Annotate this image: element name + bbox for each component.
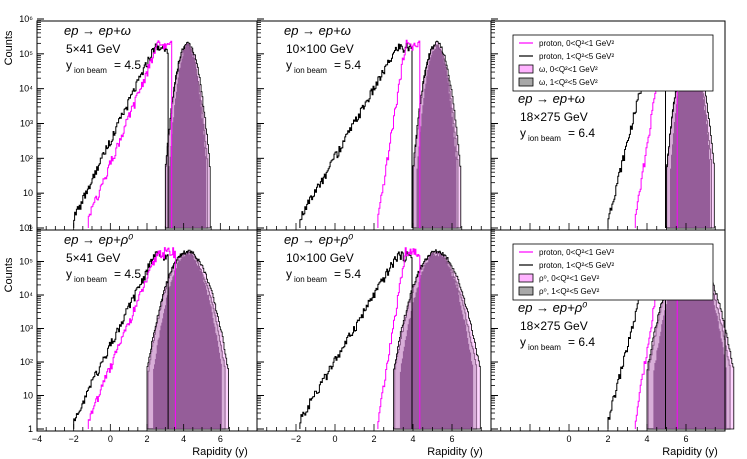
beam-rapidity-value: = 6.4 [568,126,595,140]
x-axis-label-3: Rapidity (y) [662,446,718,458]
x-tick-label: 2 [144,434,149,444]
y-tick-label: 10² [20,357,33,367]
x-tick-label: 4 [181,434,186,444]
proton-low-q2-hist [377,247,421,429]
legend-entry: proton, 0<Q²<1 GeV² [539,248,614,257]
beam-rapidity-value: = 5.4 [334,58,361,72]
x-tick-label: 2 [371,434,376,444]
x-tick-label: 2 [605,434,610,444]
beam-rapidity-label: y [66,58,72,72]
energy-label: 10×100 GeV [286,251,354,265]
legend-entry: ω, 1<Q²<5 GeV² [539,78,598,87]
legend-box [512,34,714,92]
beam-rapidity-label: y [286,267,292,281]
y-tick-label: 10³ [20,119,33,129]
y-tick-label: 10⁵ [19,257,33,267]
beam-rapidity-sub: ion beam [528,343,561,352]
legend-swatch [518,273,534,283]
y-axis-label-top: Counts [3,30,15,65]
beam-rapidity-label: y [520,126,526,140]
process-label: ep → ep+ρ⁰ [284,232,354,247]
proton-high-q2-hist [73,43,169,228]
proton-high-q2-hist [299,251,413,429]
beam-rapidity-label: y [66,267,72,281]
process-label: ep → ep+ω [284,23,351,38]
x-tick-label: 6 [449,434,454,444]
beam-rapidity-sub: ion beam [74,275,107,284]
legend-swatch [518,64,534,74]
legend-entry: ρ⁰, 1<Q²<5 GeV² [539,287,600,296]
meson-overlap-fill [416,46,457,228]
beam-rapidity-label: y [520,335,526,349]
legend-entry: ρ⁰, 0<Q²<1 GeV² [539,274,600,283]
x-tick-label: −2 [291,434,301,444]
y-tick-label: 1 [28,223,33,233]
x-tick-label: 4 [410,434,415,444]
x-tick-label: −2 [69,434,79,444]
x-tick-label: 6 [683,434,688,444]
energy-label: 5×41 GeV [66,42,120,56]
process-label: ep → ep+ω [64,23,131,38]
y-tick-label: 10 [23,391,33,401]
y-tick-label: 10⁵ [19,49,33,59]
x-tick-label: 4 [644,434,649,444]
x-tick-label: 6 [218,434,223,444]
x-tick-label: 0 [108,434,113,444]
energy-label: 18×275 GeV [520,110,588,124]
proton-low-q2-hist [87,247,176,429]
energy-label: 18×275 GeV [520,319,588,333]
panel-1-1: −2 0 2 4 6 ep → ep+ρ⁰ 10×100 GeV y ion beam = 5.4 [256,227,492,444]
beam-rapidity-sub: ion beam [528,134,561,143]
meson-overlap-fill [153,252,222,429]
proton-low-q2-hist [87,40,173,228]
legend-entry: proton, 1<Q²<5 GeV² [539,261,614,270]
proton-high-q2-hist [73,251,169,429]
legend-swatch [518,77,534,87]
y-tick-label: 10⁴ [19,84,33,94]
beam-rapidity-sub: ion beam [294,66,327,75]
legend-entry: ω, 0<Q²<1 GeV² [539,65,598,74]
legend-box [512,243,714,301]
x-tick-label: 0 [332,434,337,444]
panel-1-0: 1 10 10² 10³ 10⁴ 10⁵ 10⁶ −4 −2 0 2 4 6 ep → ep+ρ⁰ 5×41… [19,223,258,444]
beam-rapidity-sub: ion beam [294,275,327,284]
beam-rapidity-value: = 5.4 [334,267,361,281]
y-axis-label-bottom: Counts [3,257,15,292]
y-tick-label: 1 [28,424,33,434]
y-tick-label: 10² [20,153,33,163]
legend-swatch [518,286,534,296]
beam-rapidity-value: = 6.4 [568,335,595,349]
x-tick-label: 0 [566,434,571,444]
process-label: ep → ep+ρ⁰ [64,232,134,247]
beam-rapidity-value: = 4.5 [114,58,141,72]
beam-rapidity-value: = 4.5 [114,267,141,281]
energy-label: 5×41 GeV [66,251,120,265]
proton-low-q2-hist [377,39,421,228]
y-tick-label: 10⁶ [19,223,33,233]
panel-0-0: 1 10 10² 10³ 10⁴ 10⁵ 10⁶ ep → ep+ω 5×41 GeV y ion … [19,14,258,233]
legend-entry: proton, 1<Q²<5 GeV² [539,52,614,61]
process-label: ep → ep+ρ⁰ [518,300,588,315]
energy-label: 10×100 GeV [286,42,354,56]
legend-0: proton, 0<Q²<1 GeV² proton, 1<Q²<5 GeV² ω,… [512,34,714,92]
x-axis-label-2: Rapidity (y) [427,446,483,458]
y-tick-label: 10⁶ [19,14,33,24]
legend-1: proton, 0<Q²<1 GeV² proton, 1<Q²<5 GeV² ρ⁰… [512,243,714,301]
proton-high-q2-hist [299,42,413,228]
meson-overlap-fill [168,44,207,228]
beam-rapidity-sub: ion beam [74,66,107,75]
y-tick-label: 10⁴ [19,290,33,300]
panel-0-1: ep → ep+ω 10×100 GeV y ion beam = 5.4 [256,18,492,231]
y-tick-label: 10 [23,188,33,198]
y-tick-label: 10³ [20,324,33,334]
legend-entry: proton, 0<Q²<1 GeV² [539,39,614,48]
x-tick-label: −4 [32,434,42,444]
process-label: ep → ep+ω [518,91,585,106]
meson-overlap-fill [399,251,474,429]
x-axis-label-1: Rapidity (y) [192,446,248,458]
beam-rapidity-label: y [286,58,292,72]
